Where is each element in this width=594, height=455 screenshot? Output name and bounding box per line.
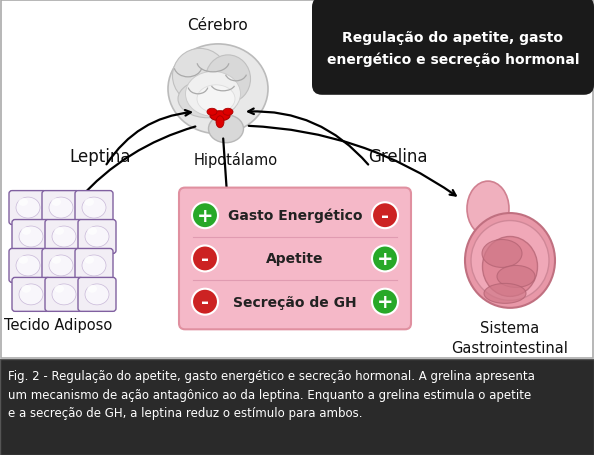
Ellipse shape [185,72,241,117]
Ellipse shape [84,256,94,264]
FancyBboxPatch shape [45,278,83,312]
Text: Regulação do apetite, gasto
energético e secreção hormonal: Regulação do apetite, gasto energético e… [327,31,579,66]
Text: +: + [377,293,393,312]
Ellipse shape [206,56,251,104]
Text: Apetite: Apetite [266,252,324,266]
Ellipse shape [21,228,31,235]
Ellipse shape [223,109,233,116]
Ellipse shape [87,228,97,235]
Ellipse shape [482,237,538,297]
Ellipse shape [172,49,228,104]
Circle shape [372,289,398,315]
Text: +: + [377,249,393,268]
Ellipse shape [85,227,109,248]
Text: Sistema
Gastrointestinal: Sistema Gastrointestinal [451,321,568,355]
Ellipse shape [178,81,238,118]
FancyBboxPatch shape [75,191,113,225]
FancyBboxPatch shape [0,359,594,455]
Ellipse shape [216,116,224,128]
Ellipse shape [19,284,43,305]
Circle shape [192,246,218,272]
FancyBboxPatch shape [9,191,47,225]
Ellipse shape [482,240,522,268]
Ellipse shape [19,227,43,248]
Ellipse shape [484,284,526,303]
Ellipse shape [16,255,40,276]
Text: -: - [381,206,389,225]
Ellipse shape [465,213,555,308]
Text: Grelina: Grelina [368,147,428,165]
Ellipse shape [471,221,549,301]
FancyBboxPatch shape [42,191,80,225]
Ellipse shape [207,109,217,116]
Ellipse shape [467,182,509,237]
Ellipse shape [52,256,61,264]
Circle shape [372,246,398,272]
Text: Secreção de GH: Secreção de GH [233,295,357,309]
FancyBboxPatch shape [78,220,116,254]
FancyBboxPatch shape [312,0,594,96]
Ellipse shape [18,256,28,264]
Ellipse shape [16,197,40,218]
Ellipse shape [84,199,94,207]
Ellipse shape [21,285,31,293]
Ellipse shape [208,116,244,143]
Ellipse shape [49,197,73,218]
Text: Tecido Adiposo: Tecido Adiposo [4,318,113,333]
FancyBboxPatch shape [78,278,116,312]
Ellipse shape [55,228,64,235]
Text: -: - [201,293,209,312]
FancyBboxPatch shape [1,1,593,359]
Circle shape [192,289,218,315]
Ellipse shape [52,284,76,305]
Ellipse shape [55,285,64,293]
Ellipse shape [197,86,235,113]
Ellipse shape [18,199,28,207]
FancyBboxPatch shape [75,249,113,283]
Text: Gasto Energético: Gasto Energético [228,208,362,223]
Ellipse shape [87,285,97,293]
Text: -: - [201,249,209,268]
Text: Hipotálamo: Hipotálamo [194,152,278,167]
FancyBboxPatch shape [12,220,50,254]
Ellipse shape [82,255,106,276]
FancyBboxPatch shape [179,188,411,329]
Ellipse shape [52,199,61,207]
Text: Fig. 2 - Regulação do apetite, gasto energético e secreção hormonal. A grelina a: Fig. 2 - Regulação do apetite, gasto ene… [8,369,535,420]
FancyBboxPatch shape [12,278,50,312]
FancyBboxPatch shape [42,249,80,283]
Ellipse shape [210,111,230,121]
Ellipse shape [52,227,76,248]
Ellipse shape [49,255,73,276]
FancyBboxPatch shape [9,249,47,283]
Text: Cérebro: Cérebro [188,18,248,33]
Text: Leptina: Leptina [69,147,131,165]
Circle shape [372,203,398,229]
Circle shape [192,203,218,229]
Ellipse shape [85,284,109,305]
Ellipse shape [497,266,535,288]
Ellipse shape [82,197,106,218]
FancyBboxPatch shape [45,220,83,254]
Ellipse shape [168,45,268,134]
Text: +: + [197,206,213,225]
